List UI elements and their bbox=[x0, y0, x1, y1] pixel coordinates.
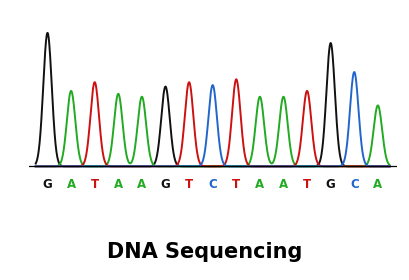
Text: A: A bbox=[279, 178, 288, 191]
Text: A: A bbox=[137, 178, 146, 191]
Text: G: G bbox=[326, 178, 335, 191]
Text: C: C bbox=[208, 178, 217, 191]
Text: T: T bbox=[232, 178, 240, 191]
Text: T: T bbox=[185, 178, 193, 191]
Text: C: C bbox=[350, 178, 359, 191]
Text: A: A bbox=[67, 178, 76, 191]
Text: DNA Sequencing: DNA Sequencing bbox=[107, 242, 302, 262]
Text: T: T bbox=[91, 178, 99, 191]
Text: A: A bbox=[114, 178, 123, 191]
Text: T: T bbox=[303, 178, 311, 191]
Text: G: G bbox=[43, 178, 52, 191]
Text: A: A bbox=[373, 178, 382, 191]
Text: G: G bbox=[161, 178, 171, 191]
Text: A: A bbox=[255, 178, 265, 191]
